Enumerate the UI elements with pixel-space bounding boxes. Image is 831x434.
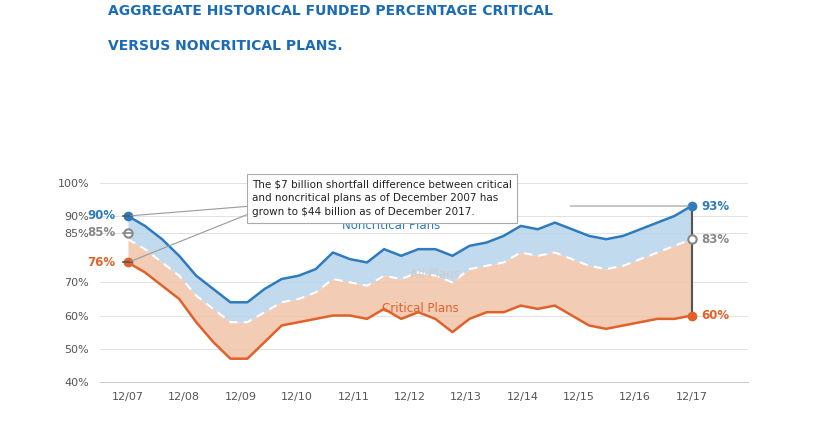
Text: 93%: 93% [701, 200, 730, 213]
Text: 83%: 83% [701, 233, 730, 246]
Text: 90%: 90% [87, 210, 116, 223]
Text: 60%: 60% [701, 309, 730, 322]
Text: AGGREGATE HISTORICAL FUNDED PERCENTAGE CRITICAL: AGGREGATE HISTORICAL FUNDED PERCENTAGE C… [108, 4, 553, 18]
Text: All Plans: All Plans [410, 267, 460, 280]
Text: 85%: 85% [87, 226, 116, 239]
Text: The $7 billion shortfall difference between critical
and noncritical plans as of: The $7 billion shortfall difference betw… [252, 180, 512, 217]
Text: VERSUS NONCRITICAL PLANS.: VERSUS NONCRITICAL PLANS. [108, 39, 342, 53]
Text: Noncritical Plans: Noncritical Plans [342, 220, 440, 233]
Text: Critical Plans: Critical Plans [381, 302, 458, 316]
Text: 76%: 76% [87, 256, 116, 269]
